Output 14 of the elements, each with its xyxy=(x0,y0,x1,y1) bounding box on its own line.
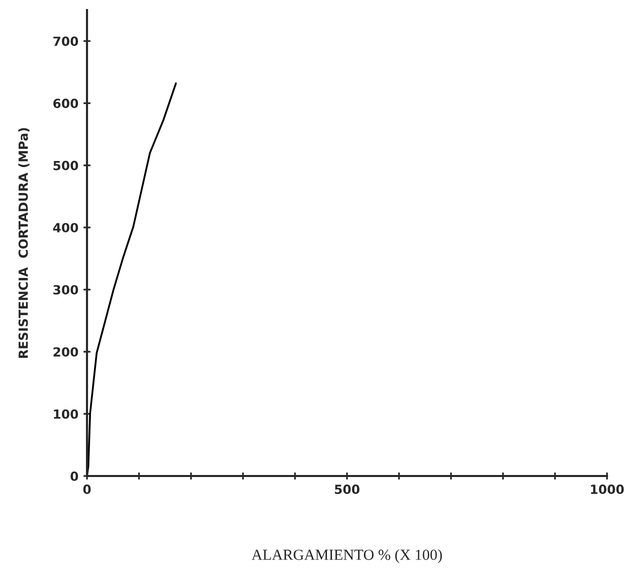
y-tick-label: 700 xyxy=(53,36,78,46)
x-tick-label: 1000 xyxy=(591,484,624,494)
y-tick-label: 200 xyxy=(54,347,78,357)
y-tick-label: 100 xyxy=(54,409,78,419)
y-tick-label: 400 xyxy=(53,222,78,232)
y-tick-label: 600 xyxy=(53,98,78,108)
line-series xyxy=(87,82,177,476)
x-tick-label: 0 xyxy=(83,484,91,494)
y-tick-label: 300 xyxy=(53,285,78,295)
y-axis-title: RESISTENCIA CORTADURA (MPa) xyxy=(18,128,30,358)
x-tick-label: 500 xyxy=(334,484,360,494)
x-axis-title: ALARGAMIENTO % (X 100) xyxy=(252,549,442,564)
y-tick-label: 500 xyxy=(54,160,78,170)
y-tick-label: 0 xyxy=(70,471,78,481)
